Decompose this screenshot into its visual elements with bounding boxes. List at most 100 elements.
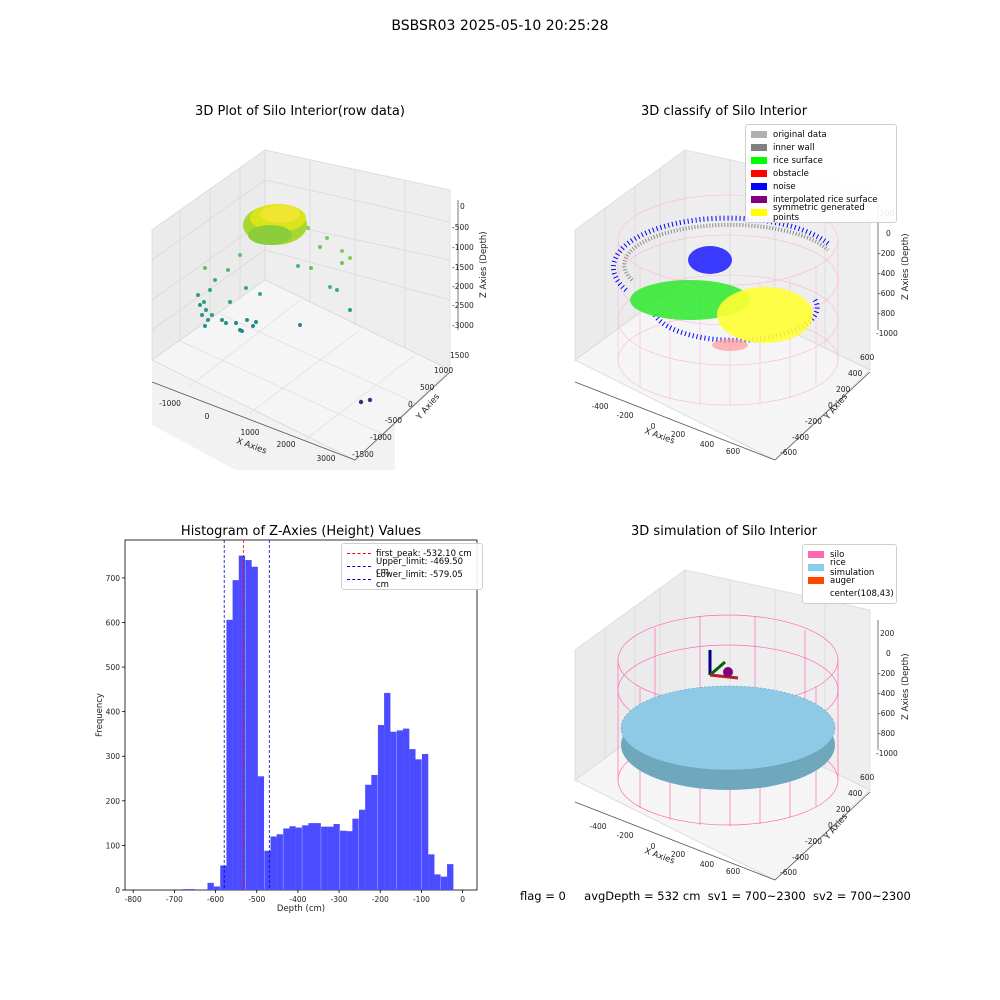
svg-text:-1000: -1000 <box>370 433 392 442</box>
hist-bar <box>346 831 353 890</box>
legend-line <box>347 579 371 580</box>
svg-text:200: 200 <box>836 805 851 814</box>
svg-text:-800: -800 <box>878 309 895 318</box>
raw-y-ticks: -1500 -1000 -500 0 500 1000 1500 <box>352 351 469 459</box>
hist-bar <box>358 809 366 890</box>
hist-bar <box>371 774 378 890</box>
svg-text:600: 600 <box>860 773 875 782</box>
simulation-legend-item: silo <box>808 548 891 561</box>
hist-bar <box>321 826 328 890</box>
status-line: flag = 0 avgDepth = 532 cm sv1 = 700~230… <box>520 889 911 903</box>
hist-y-tick-label: 0 <box>115 886 120 895</box>
simulation-legend-item: rice simulation <box>808 558 891 578</box>
svg-text:-800: -800 <box>878 729 895 738</box>
legend-line <box>347 553 371 554</box>
hist-y-ticks: 0 100 200 300 400 500 600 700 <box>106 574 125 895</box>
svg-text:-1000: -1000 <box>876 329 898 338</box>
svg-text:0: 0 <box>828 401 833 410</box>
raw-axis-lines <box>151 200 459 461</box>
simulation-axis-lines <box>574 620 879 881</box>
raw-z-ticks: 0 -500 -1000 -1500 -2000 -2500 -3000 <box>452 202 474 330</box>
svg-text:-200: -200 <box>878 249 895 258</box>
svg-text:-600: -600 <box>878 709 895 718</box>
hist-x-label: Depth (cm) <box>277 904 325 914</box>
svg-text:-500: -500 <box>385 416 402 425</box>
svg-text:-1500: -1500 <box>352 450 374 459</box>
svg-text:2000: 2000 <box>276 440 295 449</box>
svg-text:0: 0 <box>651 842 656 851</box>
classify-obstacle <box>712 339 748 351</box>
hist-x-tick-label: -400 <box>289 895 306 904</box>
histogram-chart: -800 -700 -600 -500 -400 -300 -200 -100 0 0 100 20… <box>95 539 478 914</box>
svg-text:1000: 1000 <box>434 366 453 375</box>
svg-text:-400: -400 <box>792 433 809 442</box>
hist-bar <box>377 725 385 890</box>
hist-bar <box>276 834 283 890</box>
svg-text:1000: 1000 <box>240 428 259 437</box>
hist-bar <box>314 823 321 890</box>
hist-bar <box>384 692 391 890</box>
svg-text:-2500: -2500 <box>452 301 474 310</box>
svg-text:-400: -400 <box>878 269 895 278</box>
classify-inner-wall <box>622 222 830 282</box>
simulation-z-label: Z Axies (Depth) <box>901 653 911 720</box>
hist-y-tick-label: 400 <box>106 708 121 717</box>
svg-text:-1000: -1000 <box>452 243 474 252</box>
raw-z-label: Z Axies (Depth) <box>479 231 489 298</box>
svg-text:0: 0 <box>828 821 833 830</box>
hist-bar <box>283 828 290 890</box>
hist-x-tick-label: -300 <box>331 895 348 904</box>
svg-text:600: 600 <box>726 867 741 876</box>
legend-swatch <box>751 131 767 138</box>
svg-text:-200: -200 <box>805 837 822 846</box>
classify-noise-cluster <box>688 246 732 274</box>
figure-title: BSBSR03 2025-05-10 20:25:28 <box>391 18 609 34</box>
hist-bar <box>207 882 214 890</box>
hist-legend-item: Upper_limit: -469.50 cm <box>347 557 477 577</box>
hist-y-tick-label: 100 <box>106 841 121 850</box>
classify-legend-item: inner wall <box>751 141 891 154</box>
svg-text:-1500: -1500 <box>452 263 474 272</box>
simulation-legend-item: center(108,43) <box>808 587 894 600</box>
classify-legend-item: obstacle <box>751 167 891 180</box>
classify-legend-item: noise <box>751 180 891 193</box>
hist-bar <box>264 850 271 890</box>
hist-bar <box>390 731 397 890</box>
hist-x-tick-label: -700 <box>166 895 183 904</box>
simulation-auger <box>708 650 739 680</box>
hist-bar <box>333 824 340 890</box>
legend-swatch <box>808 590 824 597</box>
hist-bar <box>428 854 435 890</box>
hist-x-tick-label: -600 <box>207 895 224 904</box>
svg-text:-2000: -2000 <box>452 282 474 291</box>
legend-swatch <box>808 551 824 558</box>
hist-bar <box>308 823 315 890</box>
legend-swatch <box>751 144 767 151</box>
svg-text:0: 0 <box>886 229 891 238</box>
raw-axes-box <box>151 149 451 470</box>
simulation-panel-title: 3D simulation of Silo Interior <box>631 524 817 539</box>
hist-legend-item: first_peak: -532.10 cm <box>347 547 477 560</box>
hist-y-tick-label: 700 <box>106 574 121 583</box>
classify-noise-ring <box>610 215 832 343</box>
simulation-z-ticks: 200 0 -200 -400 -600 -800 -1000 <box>876 629 898 758</box>
svg-text:-400: -400 <box>792 853 809 862</box>
hist-bar <box>182 889 189 890</box>
hist-bar <box>440 876 448 890</box>
raw-floor-grid <box>179 299 421 441</box>
raw-scatter-points <box>196 226 373 405</box>
hist-bar <box>251 566 258 890</box>
hist-bar <box>340 830 347 890</box>
hist-bars <box>182 555 454 890</box>
svg-text:600: 600 <box>860 353 875 362</box>
hist-bar <box>447 864 454 890</box>
classify-legend-item: interpolated rice surface <box>751 193 891 206</box>
hist-y-tick-label: 600 <box>106 618 121 627</box>
classify-x-ticks: -400 -200 0 200 400 600 <box>591 402 740 456</box>
legend-swatch <box>751 157 767 164</box>
hist-bar <box>365 784 372 890</box>
svg-text:-600: -600 <box>780 448 797 457</box>
svg-text:-200: -200 <box>805 417 822 426</box>
legend-line <box>347 566 371 567</box>
svg-text:200: 200 <box>671 430 686 439</box>
